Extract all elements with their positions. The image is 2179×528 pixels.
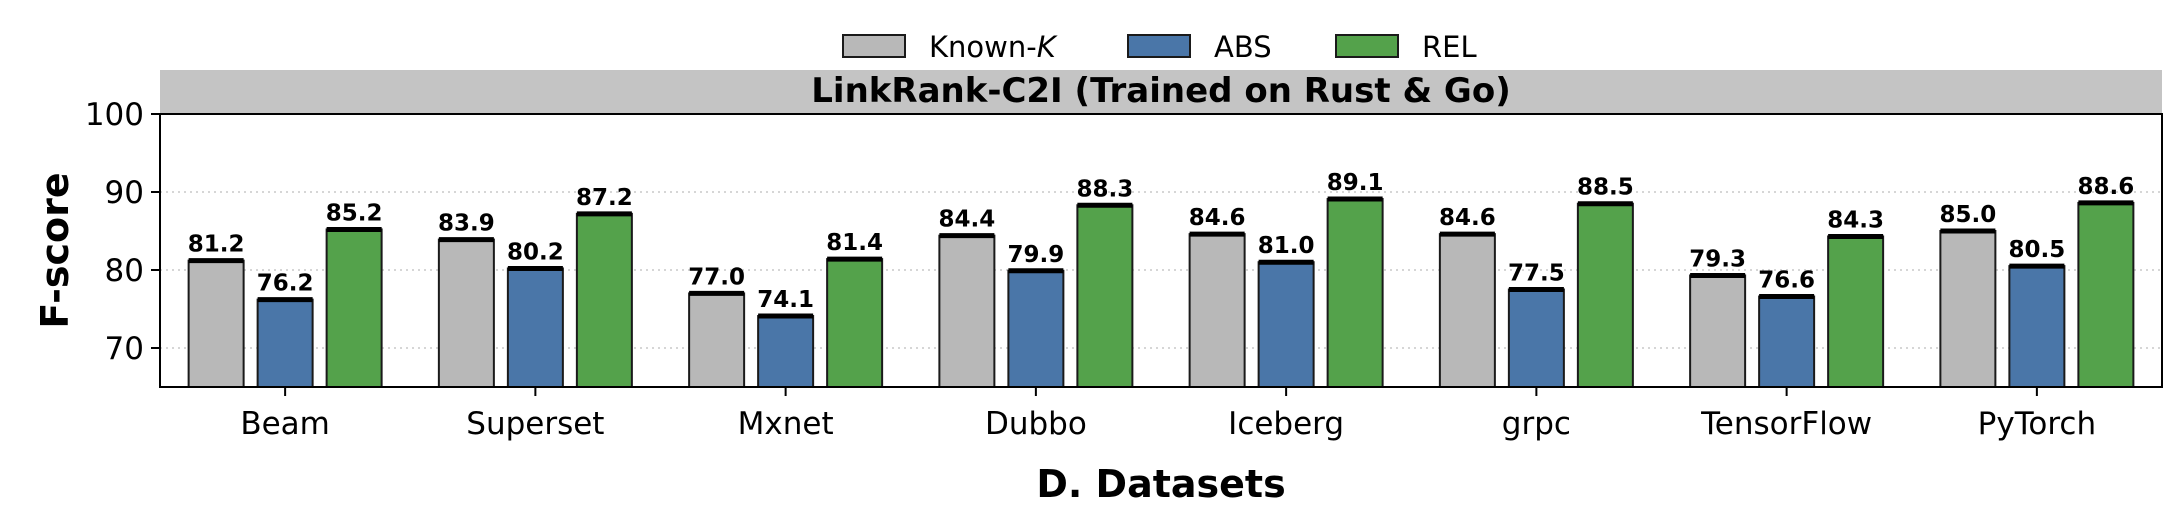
legend-item: REL bbox=[1335, 30, 1477, 64]
bar bbox=[1007, 269, 1065, 388]
bar bbox=[1326, 198, 1384, 388]
y-axis: 70 80 90 100 bbox=[85, 97, 160, 367]
bar bbox=[1827, 235, 1885, 388]
bar bbox=[256, 298, 314, 389]
bar bbox=[1758, 295, 1816, 388]
bar bbox=[1438, 233, 1496, 388]
value-labels: 81.2 76.2 85.2 83.9 80.2 87.2 77.0 74.1 81.4 84.4… bbox=[188, 170, 2135, 313]
y-tick-label: 80 bbox=[105, 253, 144, 289]
bar-value-label: 85.0 bbox=[1940, 202, 1997, 228]
bar-value-label: 76.2 bbox=[257, 271, 314, 297]
bar bbox=[1257, 261, 1315, 389]
legend-swatch bbox=[842, 34, 906, 58]
bar-value-label: 77.0 bbox=[688, 264, 745, 290]
bar bbox=[1576, 202, 1634, 388]
chart-title: LinkRank-C2I (Trained on Rust & Go) bbox=[811, 71, 1511, 111]
y-tick-label: 100 bbox=[85, 97, 144, 133]
x-tick-label: Superset bbox=[466, 406, 604, 442]
x-tick-label: Dubbo bbox=[985, 406, 1087, 442]
bar-value-label: 80.2 bbox=[507, 239, 564, 265]
legend-label: ABS bbox=[1214, 30, 1272, 64]
legend-label: Known-K bbox=[929, 30, 1058, 64]
x-tick-label: Iceberg bbox=[1228, 406, 1344, 442]
bar-value-label: 88.5 bbox=[1577, 175, 1634, 201]
legend-swatch bbox=[1127, 34, 1191, 58]
bar-value-label: 79.3 bbox=[1689, 246, 1746, 272]
bar bbox=[506, 267, 564, 388]
bar bbox=[1188, 233, 1246, 388]
bar-value-label: 79.9 bbox=[1008, 242, 1065, 268]
bar-value-label: 80.5 bbox=[2009, 237, 2066, 263]
bar bbox=[575, 212, 633, 388]
bar-value-label: 83.9 bbox=[438, 211, 495, 237]
bar bbox=[757, 315, 815, 388]
bar-value-label: 88.3 bbox=[1077, 176, 1134, 202]
y-axis-label: F-score bbox=[33, 172, 77, 328]
bar bbox=[1689, 274, 1747, 388]
bar bbox=[2077, 201, 2135, 388]
x-tick-label: grpc bbox=[1502, 406, 1571, 442]
x-tick-label: Beam bbox=[240, 406, 330, 442]
chart-title-bar: LinkRank-C2I (Trained on Rust & Go) bbox=[160, 70, 2162, 114]
bar-value-label: 84.4 bbox=[939, 207, 996, 233]
bar bbox=[325, 228, 383, 388]
x-tick-label: Mxnet bbox=[738, 406, 834, 442]
legend-item: Known-K bbox=[842, 30, 1058, 64]
bar-value-label: 84.6 bbox=[1439, 205, 1496, 231]
bar-value-label: 81.4 bbox=[826, 230, 883, 256]
x-axis: Beam Superset Mxnet Dubbo Iceberg grpc TensorF… bbox=[240, 387, 2096, 442]
legend: Known-K ABS REL bbox=[842, 30, 1477, 64]
bar-value-label: 74.1 bbox=[757, 287, 814, 313]
legend-swatch bbox=[1335, 34, 1399, 58]
x-axis-label: D. Datasets bbox=[1036, 462, 1285, 506]
bar-value-label: 89.1 bbox=[1327, 170, 1384, 196]
legend-item: ABS bbox=[1127, 30, 1272, 64]
y-tick-label: 90 bbox=[105, 175, 144, 211]
bar-value-label: 87.2 bbox=[576, 185, 633, 211]
bar bbox=[938, 234, 996, 388]
title-background bbox=[160, 70, 2162, 114]
bar-value-label: 88.6 bbox=[2078, 174, 2135, 200]
legend-label: REL bbox=[1422, 30, 1477, 64]
bar bbox=[1939, 230, 1997, 388]
y-tick-label: 70 bbox=[105, 331, 144, 367]
bars bbox=[187, 196, 2135, 389]
bar-value-label: 81.2 bbox=[188, 232, 245, 258]
bar-value-label: 84.3 bbox=[1827, 207, 1884, 233]
x-tick-label: PyTorch bbox=[1978, 406, 2096, 442]
bar bbox=[688, 292, 746, 388]
bar bbox=[2008, 265, 2066, 389]
bar-value-label: 84.6 bbox=[1189, 205, 1246, 231]
bar bbox=[1076, 204, 1134, 388]
plot-frame bbox=[159, 113, 2163, 388]
bar bbox=[437, 238, 495, 388]
bar-value-label: 77.5 bbox=[1508, 261, 1565, 287]
bar-value-label: 85.2 bbox=[326, 200, 383, 226]
bar bbox=[826, 258, 884, 388]
bar-value-label: 81.0 bbox=[1258, 233, 1315, 259]
bar bbox=[187, 259, 245, 389]
bar-value-label: 76.6 bbox=[1758, 268, 1815, 294]
x-tick-label: TensorFlow bbox=[1700, 406, 1872, 442]
bar bbox=[1507, 288, 1565, 388]
